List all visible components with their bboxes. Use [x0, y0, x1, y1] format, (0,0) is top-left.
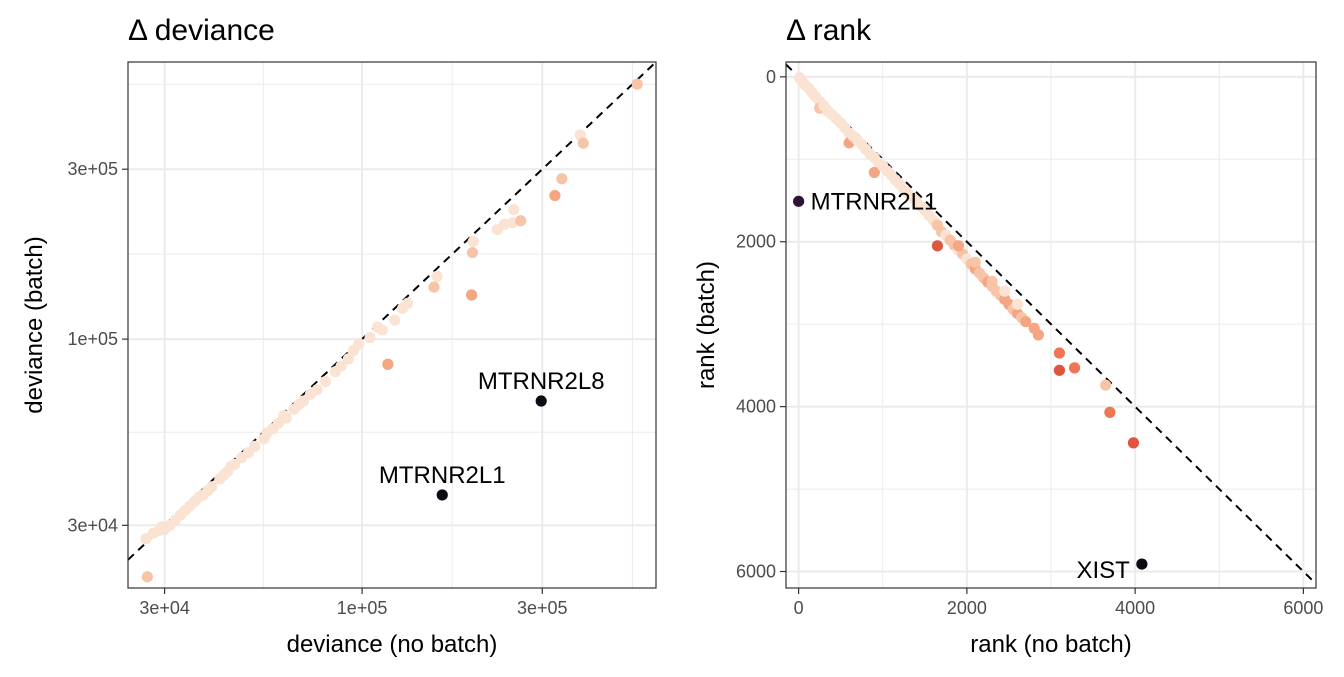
deviance-title: Δ deviance [128, 14, 275, 47]
x-tick-label: 6000 [1283, 598, 1323, 618]
data-point [342, 353, 355, 365]
y-tick-label: 0 [766, 67, 776, 87]
x-tick-label: 4000 [1115, 598, 1155, 618]
deviance-reference-line [127, 61, 657, 561]
data-point [868, 166, 880, 179]
data-point [261, 427, 273, 439]
rank-panel-border [785, 61, 1317, 589]
rank-reference-line [785, 63, 1317, 585]
deviance-x-ticks: 3e+04 1e+05 3e+05 [139, 588, 568, 618]
data-point [278, 409, 290, 422]
data-point [402, 297, 414, 309]
data-point [952, 240, 965, 252]
rank-y-ticks: 0 2000 4000 6000 [736, 67, 786, 582]
x-tick-label: 0 [794, 598, 804, 618]
data-point [631, 78, 643, 90]
deviance-y-ticks: 3e+04 1e+05 3e+05 [67, 159, 128, 535]
deviance-points [140, 78, 643, 583]
data-point [225, 460, 237, 472]
data-point [793, 195, 805, 207]
y-tick-label: 4000 [736, 397, 776, 417]
data-point [1032, 329, 1044, 341]
data-point [1127, 437, 1140, 449]
y-tick-label: 6000 [736, 562, 776, 582]
data-point [389, 314, 401, 326]
data-point [577, 137, 589, 149]
data-point [319, 375, 332, 388]
data-point [272, 417, 284, 429]
data-point [556, 173, 568, 185]
x-tick-label: 1e+05 [337, 598, 388, 618]
data-point [535, 395, 547, 407]
data-point [218, 469, 230, 481]
data-point [1068, 362, 1081, 374]
data-point [508, 204, 520, 216]
data-point [549, 189, 561, 202]
data-point [466, 246, 479, 259]
deviance-y-axis-label: deviance (batch) [21, 236, 48, 413]
point-label: MTRNR2L1 [379, 462, 506, 489]
data-point [376, 324, 388, 336]
data-point [431, 270, 443, 282]
data-point [1104, 406, 1116, 418]
data-point [364, 331, 376, 344]
data-point [1020, 316, 1032, 328]
deviance-gridlines [128, 62, 656, 588]
rank-x-axis-label: rank (no batch) [970, 631, 1131, 658]
data-point [1100, 379, 1112, 391]
data-point [986, 275, 998, 287]
rank-x-ticks: 0 2000 4000 6000 [794, 588, 1323, 618]
data-point [1053, 347, 1066, 359]
data-point [1053, 364, 1066, 376]
y-tick-label: 3e+04 [67, 515, 118, 535]
deviance-x-axis-label: deviance (no batch) [287, 631, 498, 658]
rank-points [793, 72, 1148, 570]
data-point [999, 285, 1011, 297]
data-point [335, 360, 347, 372]
data-point [141, 571, 153, 583]
y-tick-label: 2000 [736, 232, 776, 252]
deviance-point-labels: MTRNR2L8 MTRNR2L1 [379, 368, 605, 489]
data-point [311, 384, 323, 396]
rank-point-labels: MTRNR2L1 XIST [811, 188, 1131, 584]
data-point [1011, 298, 1023, 310]
data-point [515, 215, 527, 227]
data-point [353, 338, 365, 350]
deviance-panel-border [127, 61, 657, 589]
data-point [931, 240, 944, 252]
x-tick-label: 2000 [947, 598, 987, 618]
data-point [467, 235, 479, 248]
point-label: XIST [1077, 557, 1131, 584]
data-point [1136, 558, 1148, 570]
rank-title: Δ rank [786, 14, 872, 47]
y-tick-label: 3e+05 [67, 159, 118, 179]
rank-y-axis-label: rank (batch) [693, 261, 720, 389]
point-label: MTRNR2L1 [811, 188, 938, 215]
rank-gridlines [786, 62, 1316, 588]
data-point [969, 256, 981, 268]
data-point [206, 481, 218, 493]
x-tick-label: 3e+05 [517, 598, 568, 618]
data-point [249, 440, 261, 452]
y-tick-label: 1e+05 [67, 329, 118, 349]
data-point [428, 281, 440, 293]
x-tick-label: 3e+04 [139, 598, 190, 618]
data-point [293, 398, 305, 411]
data-point [382, 358, 394, 370]
data-point [436, 489, 448, 501]
point-label: MTRNR2L8 [478, 368, 605, 395]
data-point [466, 289, 478, 301]
rank-panel: Δ rank MTRNR2L1 XIST 0 2000 4000 6000 0 2000 4… [693, 14, 1323, 658]
